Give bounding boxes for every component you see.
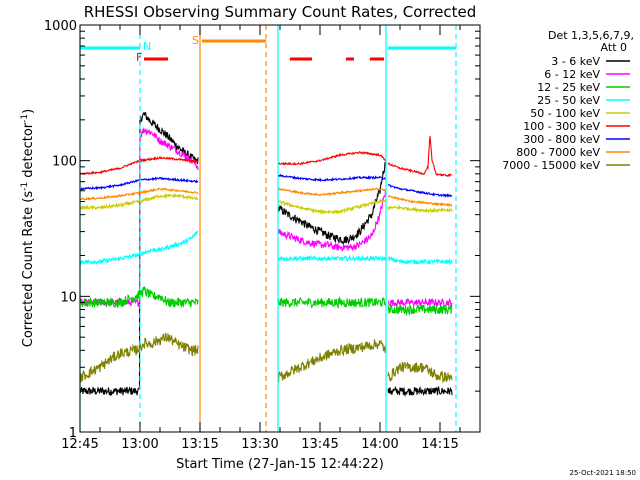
x-tick-label: 14:00 [361, 437, 398, 452]
series-line-4-seg3 [387, 255, 453, 266]
series-line-6-seg3 [387, 136, 453, 178]
legend-label: 6 - 12 keV [544, 68, 600, 81]
legend-label: 100 - 300 keV [523, 120, 600, 133]
y-axis-label: Corrected Count Rate (s-1 detector-1) [20, 109, 36, 347]
legend-header-detectors: Det 1,3,5,6,7,9, [548, 29, 634, 42]
y-tick-label: 100 [52, 155, 77, 170]
series-line-3-seg1 [79, 285, 199, 309]
series-line-9-seg3 [387, 361, 453, 384]
x-tick-label: 12:45 [61, 437, 98, 452]
series-line-8-seg2 [277, 187, 387, 197]
x-tick-label: 14:15 [421, 437, 458, 452]
chart-title: RHESSI Observing Summary Count Rates, Co… [84, 3, 477, 21]
y-tick-label: 10 [60, 290, 77, 305]
legend-label: 7000 - 15000 keV [502, 159, 600, 172]
series-line-4-seg1 [79, 230, 199, 266]
series-line-8-seg1 [79, 187, 199, 201]
legend-label: 12 - 25 keV [537, 81, 600, 94]
plot-area [80, 25, 480, 432]
series-line-7-seg1 [79, 176, 199, 191]
legend-label: 25 - 50 keV [537, 94, 600, 107]
series-line-9-seg2 [277, 339, 387, 383]
series-line-7-seg3 [387, 184, 453, 198]
series-line-1-seg1 [79, 111, 199, 397]
x-tick-label: 13:00 [121, 437, 158, 452]
legend-label: 800 - 7000 keV [516, 146, 600, 159]
x-axis-label: Start Time (27-Jan-15 12:44:22) [176, 457, 384, 472]
y-axis-label-sup: -1 [20, 114, 30, 123]
series-line-5-seg1 [79, 193, 199, 211]
series-line-5-seg3 [387, 204, 453, 214]
legend-label: 300 - 800 keV [523, 133, 600, 146]
series-line-2-seg1 [79, 127, 199, 307]
y-axis-label-part: detector [21, 122, 36, 182]
x-tick-label: 13:45 [301, 437, 338, 452]
legend-label: 50 - 100 keV [530, 107, 600, 120]
series-line-3-seg3 [387, 304, 453, 317]
y-tick-label: 1000 [44, 19, 77, 34]
series-line-1-seg2 [277, 161, 387, 245]
series-line-6-seg2 [277, 150, 387, 166]
series-line-7-seg2 [277, 174, 387, 183]
axis-layer: 12:45 13:00 13:15 13:30 13:45 14:00 14:15 1 10 10… [44, 19, 481, 452]
y-axis-label-part: ) [21, 109, 36, 114]
marker-label-f: F [136, 51, 142, 64]
y-tick-label: 1 [69, 426, 77, 441]
y-axis-label-sup: -1 [20, 182, 30, 191]
marker-label-n: N [143, 40, 151, 53]
legend-label: 3 - 6 keV [551, 55, 600, 68]
legend-header-attenuator: Att 0 [601, 41, 627, 54]
series-line-1-seg3 [387, 385, 453, 398]
series-line-2-seg2 [277, 189, 387, 252]
series-line-6-seg1 [79, 156, 199, 176]
series-layer [79, 111, 453, 398]
marker-label-s: S [192, 34, 199, 47]
timestamp: 25-Oct-2021 18:50 [570, 469, 636, 477]
x-tick-label: 13:15 [181, 437, 218, 452]
series-line-9-seg1 [79, 332, 199, 383]
y-axis-label-part: Corrected Count Rate (s [21, 191, 36, 348]
series-line-2-seg3 [387, 297, 453, 308]
series-line-3-seg2 [277, 295, 387, 310]
x-tick-label: 13:30 [241, 437, 278, 452]
series-line-8-seg3 [387, 194, 453, 208]
series-line-5-seg2 [277, 199, 387, 216]
series-line-4-seg2 [277, 254, 387, 263]
